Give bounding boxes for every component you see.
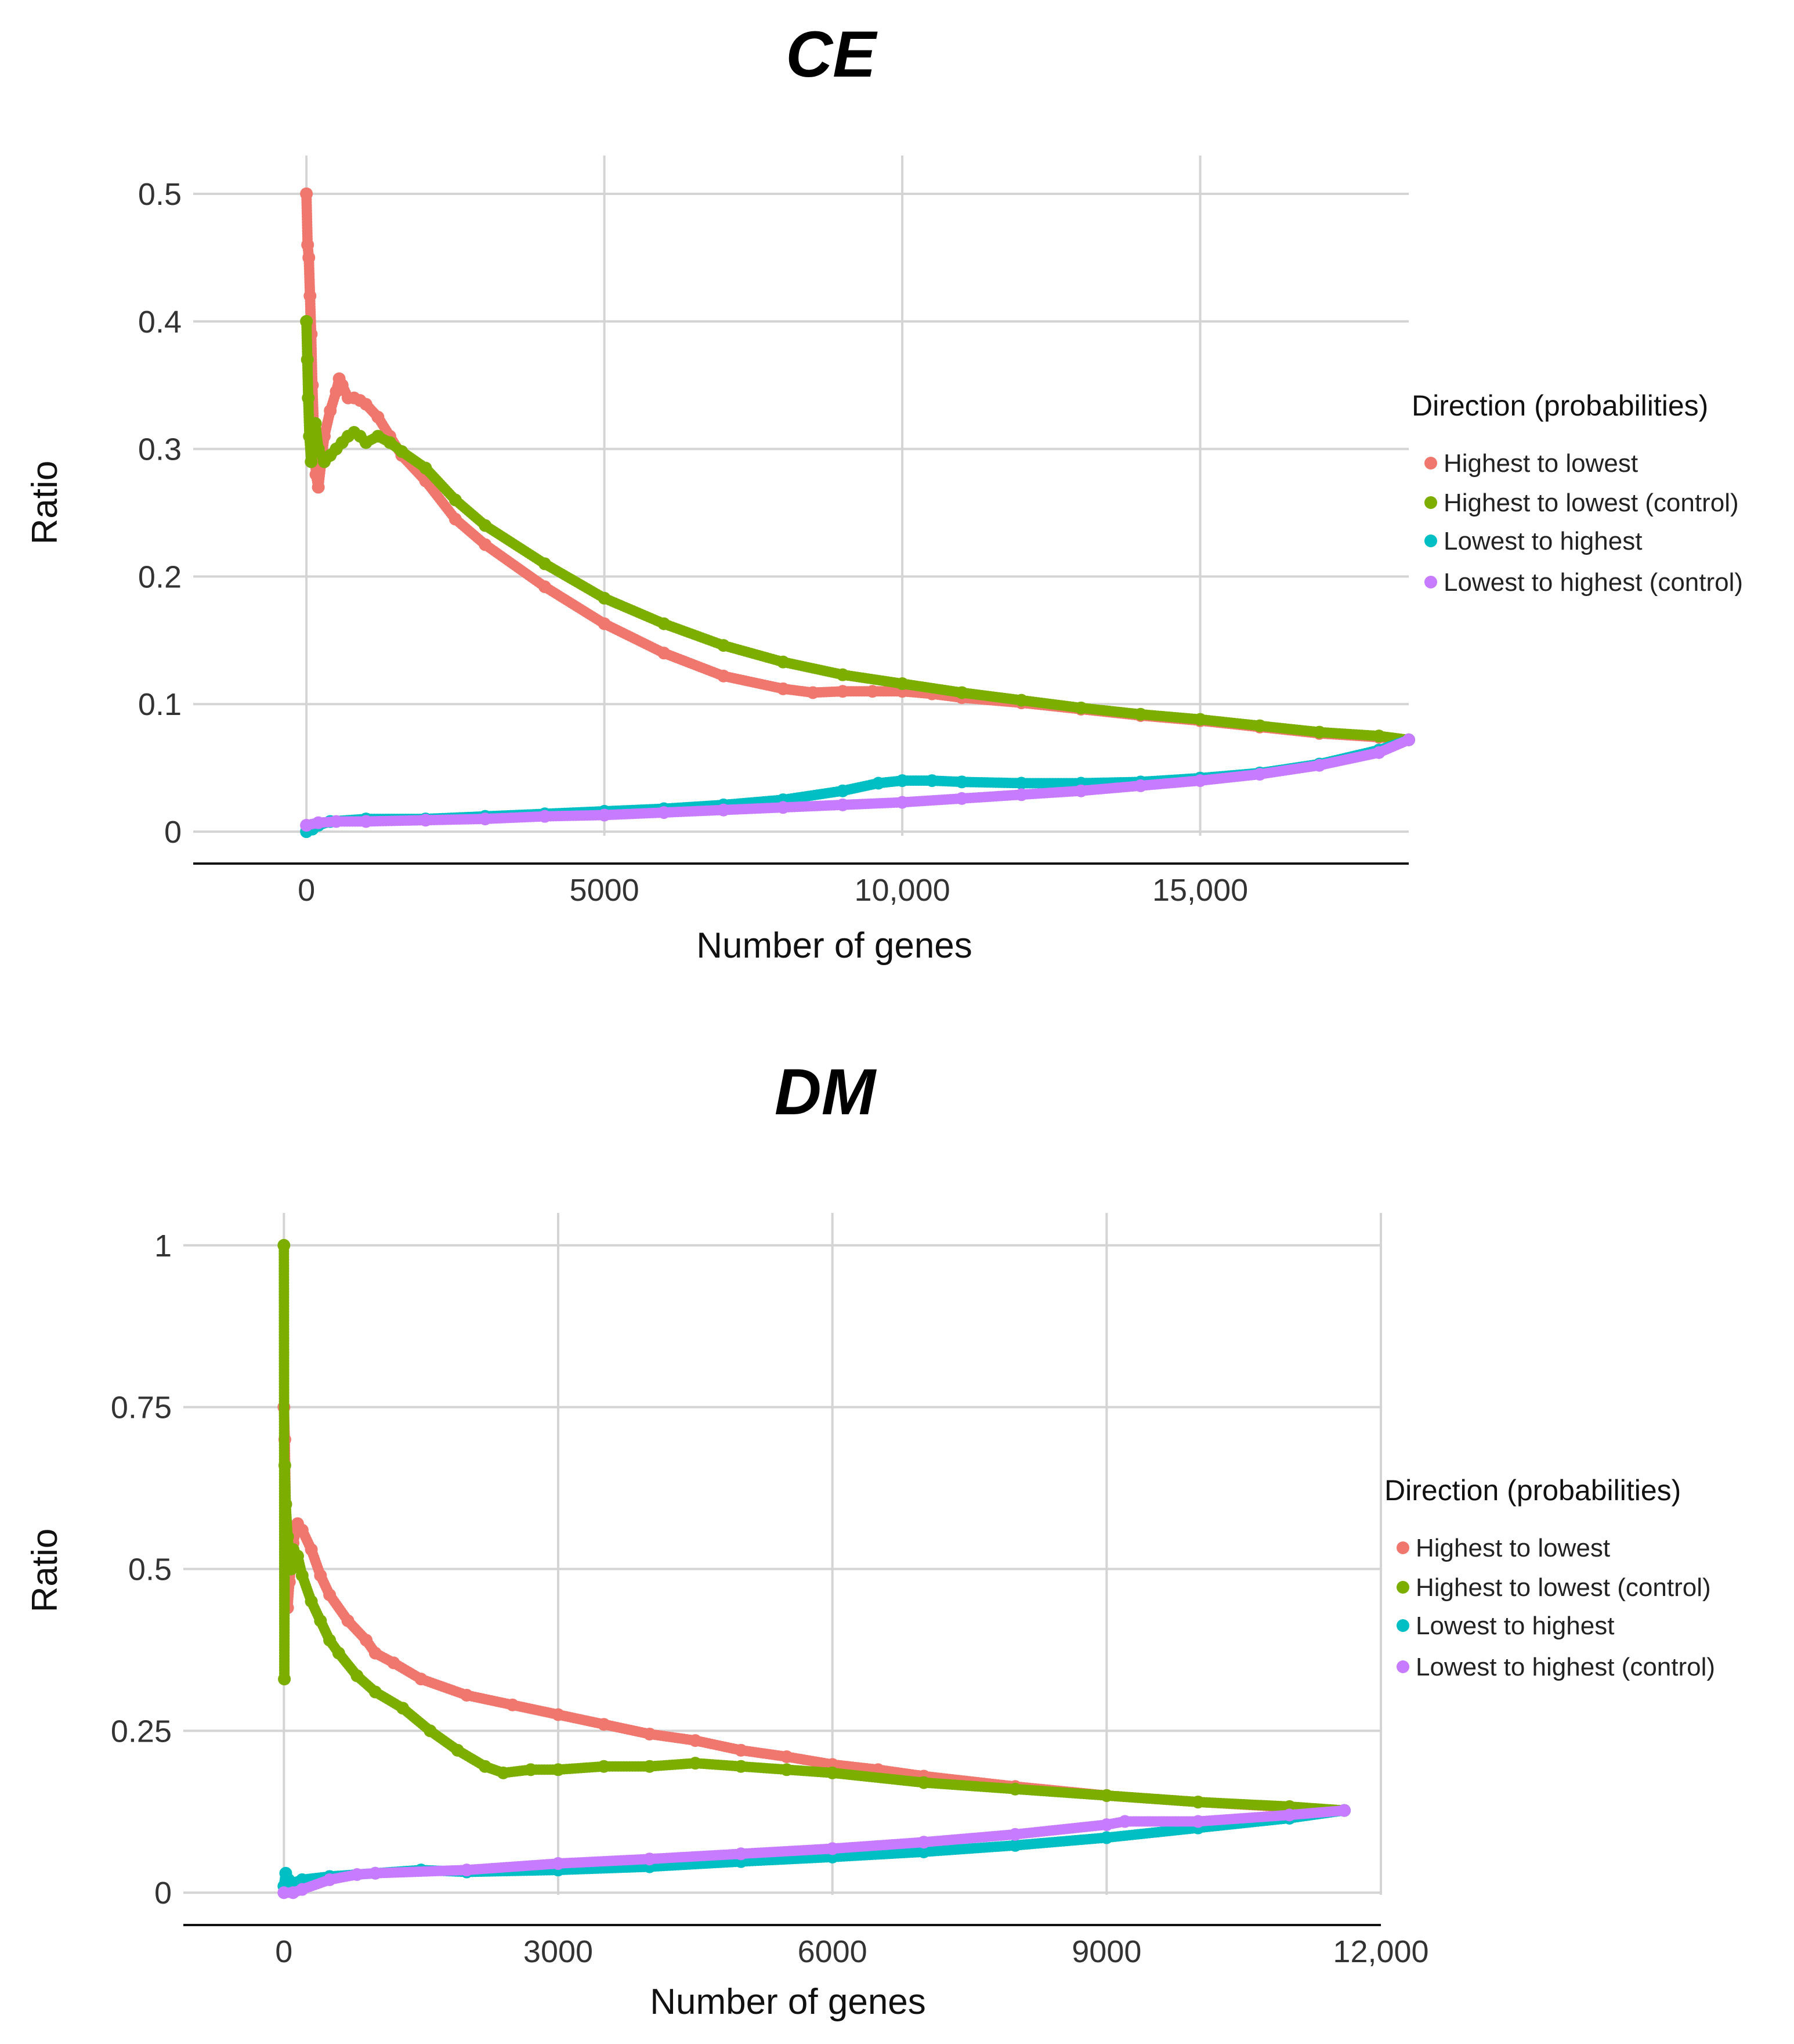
x-tick-label: 9000 bbox=[1072, 1934, 1141, 1969]
x-tick-label: 0 bbox=[275, 1934, 292, 1969]
x-tick-label: 15,000 bbox=[1152, 873, 1248, 908]
legend-key-highest-to-lowest bbox=[1424, 457, 1437, 470]
data-points bbox=[277, 1238, 1351, 1899]
legend-label-highest-to-lowest-control: Highest to lowest (control) bbox=[1416, 1573, 1711, 1602]
y-tick-label: 0 bbox=[164, 815, 182, 850]
grid bbox=[183, 1213, 1382, 1895]
x-tick-label: 5000 bbox=[570, 873, 639, 908]
x-tick-labels: 0 5000 10,000 15,000 bbox=[298, 873, 1248, 908]
data-point bbox=[1337, 1804, 1351, 1817]
x-tick-label: 12,000 bbox=[1333, 1934, 1428, 1969]
legend-title: Direction (probabilities) bbox=[1384, 1474, 1681, 1507]
series-highest-to-lowest bbox=[277, 1400, 1351, 1817]
x-tick-label: 6000 bbox=[798, 1934, 867, 1969]
x-axis-label: Number of genes bbox=[696, 926, 972, 966]
legend-label-highest-to-lowest-control: Highest to lowest (control) bbox=[1444, 489, 1739, 517]
x-tick-labels: 0 3000 6000 9000 12,000 bbox=[275, 1934, 1428, 1969]
dm-chart-panel: DM 0 3000 6000 9000 12,000 0 0.25 0.5 0.75 1 Num… bbox=[25, 1056, 1715, 2022]
x-tick-label: 10,000 bbox=[854, 873, 950, 908]
ce-chart-panel: CE 0 5000 10,000 15,000 0 0.1 0.2 0.3 0.4 0.5 Nu… bbox=[25, 18, 1743, 966]
legend-key-lowest-to-highest-control bbox=[1424, 576, 1437, 588]
y-tick-label: 0.2 bbox=[138, 559, 182, 594]
x-tick-label: 0 bbox=[298, 873, 315, 908]
series-lowest-to-highest-control bbox=[300, 733, 1415, 832]
data-points bbox=[300, 187, 1415, 839]
legend-label-lowest-to-highest: Lowest to highest bbox=[1416, 1612, 1614, 1640]
chart-title: DM bbox=[775, 1056, 877, 1128]
grid bbox=[193, 156, 1409, 836]
legend-label-lowest-to-highest-control: Lowest to highest (control) bbox=[1444, 568, 1743, 597]
y-tick-label: 0 bbox=[154, 1876, 172, 1911]
y-axis-label: Ratio bbox=[25, 1529, 65, 1613]
legend-key-lowest-to-highest bbox=[1397, 1619, 1409, 1632]
legend-title: Direction (probabilities) bbox=[1412, 389, 1708, 422]
legend: Direction (probabilities) Highest to low… bbox=[1384, 1474, 1715, 1681]
series-lowest-to-highest-control bbox=[277, 1804, 1351, 1899]
y-tick-label: 0.1 bbox=[138, 687, 182, 722]
y-axis-label: Ratio bbox=[25, 461, 65, 545]
legend-label-lowest-to-highest-control: Lowest to highest (control) bbox=[1416, 1653, 1715, 1681]
series-highest-to-lowest-control bbox=[300, 315, 1415, 746]
legend-label-highest-to-lowest: Highest to lowest bbox=[1416, 1534, 1610, 1562]
chart-title: CE bbox=[786, 18, 878, 91]
y-tick-label: 0.5 bbox=[128, 1552, 172, 1587]
legend-key-highest-to-lowest-control bbox=[1424, 496, 1437, 509]
data-point bbox=[1402, 733, 1415, 746]
series-highest-to-lowest bbox=[300, 187, 1415, 746]
y-tick-label: 0.5 bbox=[138, 177, 182, 212]
y-tick-labels: 0 0.1 0.2 0.3 0.4 0.5 bbox=[138, 177, 182, 850]
y-tick-label: 0.4 bbox=[138, 305, 182, 340]
legend-key-highest-to-lowest-control bbox=[1397, 1581, 1409, 1594]
legend-key-highest-to-lowest bbox=[1397, 1541, 1409, 1554]
y-tick-labels: 0 0.25 0.5 0.75 1 bbox=[111, 1229, 172, 1911]
legend: Direction (probabilities) Highest to low… bbox=[1412, 389, 1743, 597]
series-highest-to-lowest-control bbox=[277, 1238, 1351, 1817]
x-axis-label: Number of genes bbox=[650, 1982, 926, 2022]
legend-key-lowest-to-highest-control bbox=[1397, 1660, 1409, 1673]
legend-label-highest-to-lowest: Highest to lowest bbox=[1444, 449, 1638, 478]
y-tick-label: 1 bbox=[154, 1229, 172, 1263]
x-tick-label: 3000 bbox=[523, 1934, 593, 1969]
legend-label-lowest-to-highest: Lowest to highest bbox=[1444, 527, 1642, 555]
y-tick-label: 0.25 bbox=[111, 1714, 172, 1749]
y-tick-label: 0.75 bbox=[111, 1391, 172, 1425]
legend-key-lowest-to-highest bbox=[1424, 535, 1437, 547]
y-tick-label: 0.3 bbox=[138, 432, 182, 467]
